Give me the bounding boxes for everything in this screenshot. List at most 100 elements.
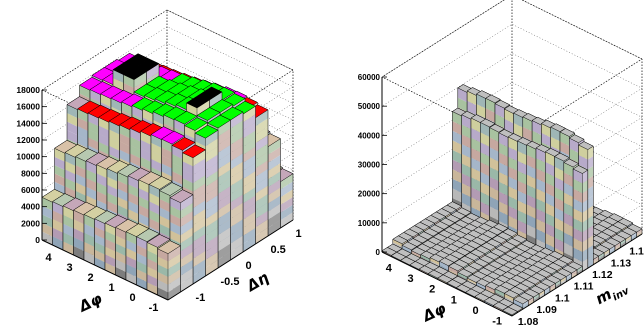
bar-face-band [193,166,206,184]
bar-face-band [205,170,218,187]
bar-face-band [98,133,109,147]
bar-face-band [180,275,193,292]
bar-face-band [126,271,137,285]
bar-face-band [151,142,162,156]
bar-face-band [461,192,471,207]
bar-face-band [159,215,170,229]
bar-face-band [157,264,168,277]
bar-face-band [243,171,256,188]
bar-face-band [147,266,158,280]
bar-face-band [218,194,231,211]
bar-top [169,189,194,203]
bar-face-band [243,146,256,163]
bar-face-band [471,157,481,172]
bar-face-band [205,203,218,220]
bar-face-band [498,162,509,177]
bar-face-band [86,186,97,201]
bar-face-band [170,213,181,227]
bar-face-band [504,118,514,134]
bar-face-band [84,214,95,229]
bar-face-band [180,251,193,268]
bar-face-band [480,181,490,197]
bar-face-band [184,125,195,139]
bar-face-band [147,274,158,288]
bar-face-band [193,208,206,226]
bar-face-band [115,235,126,249]
bar-face-band [107,200,118,214]
bar-face-band [63,205,74,220]
bar-face-band [218,136,231,153]
bar-face-band [255,219,268,236]
bar-face-band [243,179,256,196]
bar-face-band [75,190,86,205]
z-tick-label: 16000 [16,102,40,112]
bar-face-band [471,177,481,192]
bar-face-band [280,181,293,198]
bar-face-band [111,98,122,112]
bar-face-band [182,169,193,184]
bar-face-band [280,189,293,205]
bar-face-band [452,140,462,155]
bar-face-band [147,242,158,256]
bar-face-band [130,136,141,150]
bar-face-band [96,182,107,196]
bar-face-band [130,145,141,159]
bar-face-band [193,175,206,192]
bar-face-band [136,252,147,266]
x-axis-title: Δφ [75,289,105,316]
bar-face-band [243,235,256,252]
bar-face-band [54,165,65,179]
bar-face-band [180,210,193,227]
bar-face-band [86,177,97,192]
bar-face-band [452,121,462,136]
back-gridline [381,23,643,171]
bar-face-band [230,210,243,228]
bar-face-band [73,210,84,225]
bar-face-band [86,195,97,209]
bar-face-band [77,117,88,131]
bar-face-band [140,131,151,145]
bar-face-band [471,187,481,202]
bar-face-band [193,225,206,242]
bar-top [196,107,221,121]
lego-bar [156,240,182,301]
z-tick-label: 18000 [16,85,40,95]
bar-face-band [75,173,86,188]
bar-face-band [180,235,193,252]
bar-top [148,176,173,190]
z-tick-label: 0 [35,235,40,245]
bar-face-band [498,191,509,206]
bar-face-band [218,153,231,170]
bar-face-band [205,154,218,171]
bar-face-band [498,210,509,226]
bar-face-band [218,210,231,227]
bar-face-band [218,144,231,161]
y-tick-label: -0.5 [221,276,240,288]
bar-face-band [280,212,293,228]
bar-face-band [230,219,243,236]
bar-face-band [205,211,218,228]
bar-face-band [255,135,268,152]
bar-face-band [96,190,107,205]
bar-face-band [255,143,268,160]
bar-face-band [73,246,84,260]
bar-face-band [193,191,206,209]
bar-face-band [193,149,206,167]
bar-face-band [489,176,499,192]
bar-face-band [193,250,206,268]
bar-face-band [218,169,231,186]
bar-face-band [498,142,509,157]
bar-face-band [471,197,481,212]
bar-face-band [105,238,116,252]
bar-face-band [128,200,139,214]
bar-face-band [480,162,490,177]
bar-face-band [138,179,149,193]
bar-face-band [159,198,170,213]
bar-face-band [480,132,490,147]
bar-face-band [480,152,490,167]
bar-face-band [42,197,53,211]
bar-face-band [161,163,172,177]
bar-face-band [268,195,281,212]
bar-face-band [243,227,256,244]
